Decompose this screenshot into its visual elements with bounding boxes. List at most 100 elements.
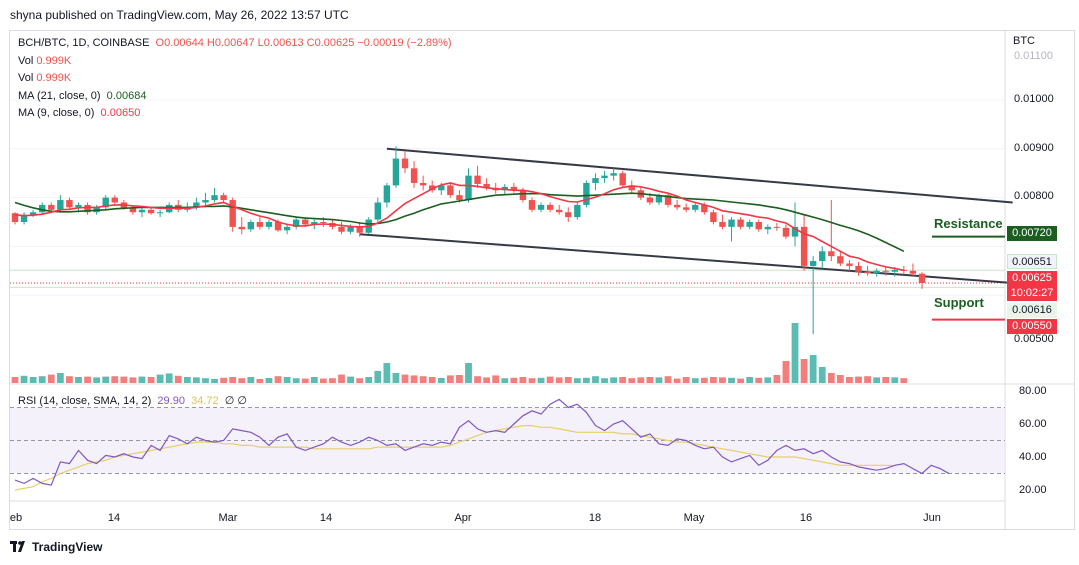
candle-body xyxy=(764,226,772,230)
candle xyxy=(755,219,762,232)
volume-bar xyxy=(646,377,654,383)
candle-body xyxy=(374,202,381,220)
rsi-extra: ∅ ∅ xyxy=(224,395,247,407)
volume-bar xyxy=(664,376,672,383)
rsi-tick: 80.00 xyxy=(1019,385,1047,397)
volume-bar xyxy=(129,377,137,383)
candle xyxy=(220,192,227,203)
candle xyxy=(909,263,917,276)
candle xyxy=(410,161,418,188)
volume-bar xyxy=(256,379,264,383)
candle xyxy=(447,182,454,198)
candle xyxy=(229,197,236,232)
time-tick: 18 xyxy=(589,512,601,524)
candle-body xyxy=(20,214,28,222)
ma21-label: MA (21, close, 0) xyxy=(18,89,101,102)
time-tick: Jun xyxy=(923,512,941,524)
candle-body xyxy=(193,202,200,208)
resistance-label: Resistance xyxy=(934,216,1003,231)
candle-body xyxy=(528,200,536,210)
candle-body xyxy=(356,226,363,233)
legend-vol1-row: Vol 0.999K xyxy=(18,53,452,71)
vol2-label: Vol xyxy=(18,72,34,84)
rsi-label: RSI (14, close, SMA, 14, 2) xyxy=(18,395,152,407)
candle-body xyxy=(873,270,880,274)
candle-body xyxy=(556,209,563,213)
candle xyxy=(175,200,182,213)
candle-body xyxy=(773,226,781,228)
volume-bar xyxy=(592,376,599,383)
candle xyxy=(265,219,273,230)
candle xyxy=(102,195,109,210)
grid-lines xyxy=(10,30,1075,530)
volume-bar xyxy=(11,377,19,383)
candle xyxy=(664,192,672,208)
candle xyxy=(84,202,91,215)
volume-bar xyxy=(183,377,191,383)
candle-body xyxy=(292,219,300,227)
volume-bar xyxy=(709,377,717,383)
candle-body xyxy=(882,270,889,272)
time-tick: 14 xyxy=(108,512,120,524)
resistance-price-tag: 0.00720 xyxy=(1007,226,1057,241)
volume-bar xyxy=(347,376,354,383)
volume-bar xyxy=(601,378,608,383)
price-lines xyxy=(10,269,1005,288)
volume-bar xyxy=(637,377,645,383)
candle-body xyxy=(347,226,354,232)
candle xyxy=(66,197,73,210)
legend-ma9-row: MA (9, close, 0) 0.00650 xyxy=(18,105,452,123)
candle xyxy=(256,217,264,230)
candle-body xyxy=(383,185,391,203)
candle-body xyxy=(664,195,672,205)
candle-body xyxy=(855,265,862,272)
candle-body xyxy=(247,222,255,230)
candle-body xyxy=(918,273,926,283)
volume-bar xyxy=(755,377,763,383)
volume-bar xyxy=(102,376,110,383)
ma21-price-tag: 0.00616 xyxy=(1007,303,1057,318)
volume-bar xyxy=(193,377,200,383)
candle-body xyxy=(646,197,654,203)
candle-body xyxy=(229,200,236,227)
volume-bar xyxy=(873,377,881,383)
candle-body xyxy=(891,269,898,272)
legend-vol2-row: Vol 0.999K xyxy=(18,70,452,88)
volume-bar xyxy=(292,378,300,383)
candle-body xyxy=(483,183,490,188)
candle-body xyxy=(111,197,118,203)
candle xyxy=(401,151,409,174)
candle-body xyxy=(692,204,699,210)
candle-body xyxy=(837,256,844,264)
candle-body xyxy=(583,182,590,205)
volume-bar xyxy=(555,377,563,383)
candle-body xyxy=(57,200,64,210)
candle-body xyxy=(909,270,917,274)
volume-bar xyxy=(719,377,726,383)
candle-body xyxy=(701,204,708,213)
rsi-value: 29.90 xyxy=(157,395,185,407)
volume-bar xyxy=(864,376,871,383)
candle-body xyxy=(202,200,209,203)
candle xyxy=(873,268,880,277)
tradingview-brand[interactable]: TradingView xyxy=(10,540,102,554)
volume-bar xyxy=(782,361,790,383)
candle-body xyxy=(828,251,835,257)
candle-body xyxy=(66,200,73,208)
rsi-tick: 20.00 xyxy=(1019,484,1047,496)
volume-bar xyxy=(537,377,545,383)
volume-bar xyxy=(891,377,899,383)
candle xyxy=(692,202,699,213)
candle-body xyxy=(456,195,463,201)
volume-bar xyxy=(492,375,500,383)
volume-bar xyxy=(356,378,364,383)
price-tick: 0.01000 xyxy=(1014,93,1054,105)
candle-body xyxy=(39,204,46,213)
candle-body xyxy=(592,178,599,183)
candle-body xyxy=(809,261,817,266)
rsi-line xyxy=(14,398,950,486)
support-label: Support xyxy=(934,295,984,310)
volume-bar xyxy=(501,378,509,383)
candle xyxy=(510,182,518,193)
